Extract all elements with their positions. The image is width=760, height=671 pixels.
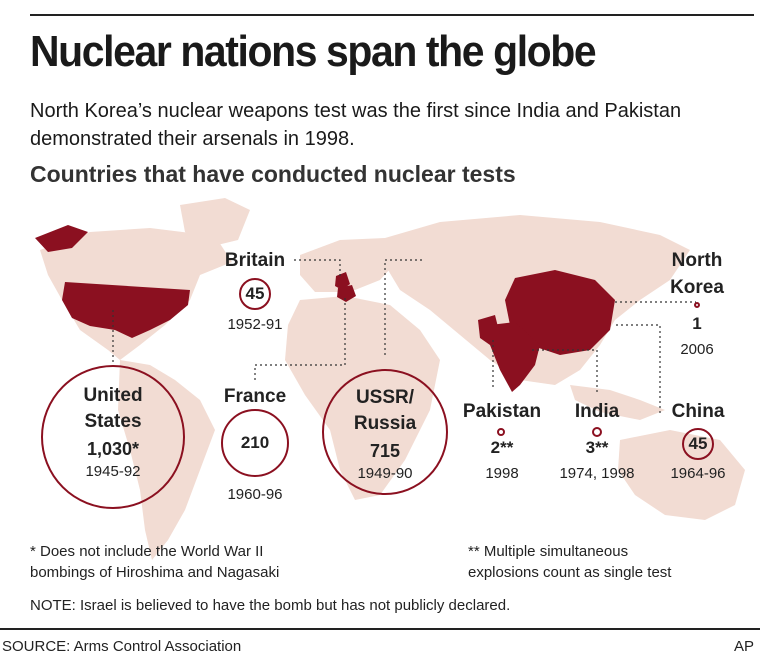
russia-name-line1: USSR/ xyxy=(355,387,415,408)
britain-leader xyxy=(294,259,341,278)
source-credit: SOURCE: Arms Control Association xyxy=(2,638,242,655)
usa-circle xyxy=(41,365,185,509)
pakistan-circle xyxy=(497,428,505,436)
headline: Nuclear nations span the globe xyxy=(30,27,597,76)
double-asterisk-footnote-line1: ** Multiple simultaneous xyxy=(468,543,629,560)
india-circle xyxy=(592,427,602,437)
israel-note: NOTE: Israel is believed to have the bom… xyxy=(30,597,511,614)
india-leader xyxy=(530,349,598,392)
usa-shape xyxy=(62,282,190,338)
asterisk-footnote-line1: * Does not include the World War II xyxy=(30,543,264,560)
russia-years: 1949-90 xyxy=(357,465,413,482)
usa-years: 1945-92 xyxy=(85,463,141,480)
europe-land xyxy=(300,238,400,292)
france-years: 1960-96 xyxy=(227,486,283,503)
bottom-rule xyxy=(0,628,760,630)
china-circle xyxy=(682,428,714,460)
pakistan-years: 1998 xyxy=(485,465,519,482)
subheadline: North Korea’s nuclear weapons test was t… xyxy=(30,100,682,150)
australia-land xyxy=(618,430,745,520)
china-test-count: 45 xyxy=(688,434,708,453)
britain-circle xyxy=(239,278,271,310)
russia-leader xyxy=(384,259,425,355)
southeast-asia-land xyxy=(570,385,665,420)
leader-lines xyxy=(112,259,696,413)
france-name: France xyxy=(223,386,287,407)
china-years: 1964-96 xyxy=(670,465,726,482)
pakistan-shape xyxy=(478,315,500,345)
india-name: India xyxy=(574,401,620,422)
agency-credit: AP xyxy=(733,638,754,655)
north-korea-circle xyxy=(694,302,700,308)
france-test-count: 210 xyxy=(240,433,270,452)
alaska-shape xyxy=(35,225,88,252)
india-shape xyxy=(490,322,540,392)
north-korea-test-count: 1 xyxy=(692,314,702,333)
france-shape xyxy=(337,285,356,302)
pakistan-name: Pakistan xyxy=(462,401,542,422)
usa-test-count: 1,030* xyxy=(86,439,140,459)
usa-name-line2: States xyxy=(84,411,142,432)
france-leader xyxy=(254,296,346,380)
russia-circle xyxy=(322,369,448,495)
china-shape xyxy=(505,270,615,355)
map-section-title: Countries that have conducted nuclear te… xyxy=(30,161,516,187)
britain-shape xyxy=(335,272,350,290)
north-korea-name-line1: North xyxy=(671,250,723,271)
india-test-count: 3** xyxy=(585,438,609,457)
britain-years: 1952-91 xyxy=(227,316,283,333)
britain-test-count: 45 xyxy=(245,284,265,303)
russia-test-count: 715 xyxy=(369,441,401,461)
north-korea-years: 2006 xyxy=(680,341,714,358)
double-asterisk-footnote-line2: explosions count as single test xyxy=(468,564,672,581)
pakistan-test-count: 2** xyxy=(490,438,514,457)
britain-name: Britain xyxy=(224,250,286,271)
africa-land xyxy=(285,296,440,500)
nuclear-countries xyxy=(35,225,615,392)
double-asterisk-footnote: ** Multiple simultaneous explosions coun… xyxy=(468,541,671,583)
landmass-shapes xyxy=(40,198,745,560)
test-count-circles xyxy=(41,278,714,509)
usa-name-line1: United xyxy=(83,385,143,406)
north-korea-name-line2: Korea xyxy=(670,277,724,298)
china-name: China xyxy=(671,401,725,422)
france-circle xyxy=(221,409,289,477)
south-america-land xyxy=(118,360,215,560)
russia-name-line2: Russia xyxy=(353,413,417,434)
asterisk-footnote-line2: bombings of Hiroshima and Nagasaki xyxy=(30,564,280,581)
top-rule xyxy=(30,14,754,16)
asterisk-footnote: * Does not include the World War II bomb… xyxy=(30,541,279,583)
greenland-land xyxy=(180,198,250,248)
india-years: 1974, 1998 xyxy=(559,465,635,482)
